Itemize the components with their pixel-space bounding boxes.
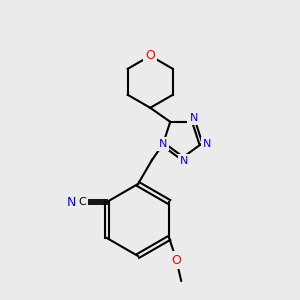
Text: O: O [171,254,181,266]
Text: N: N [67,196,76,208]
Text: C: C [78,197,86,207]
Text: N: N [203,139,211,149]
Text: N: N [159,139,167,149]
Text: O: O [145,49,155,62]
Text: N: N [190,113,198,123]
Text: N: N [180,156,188,166]
